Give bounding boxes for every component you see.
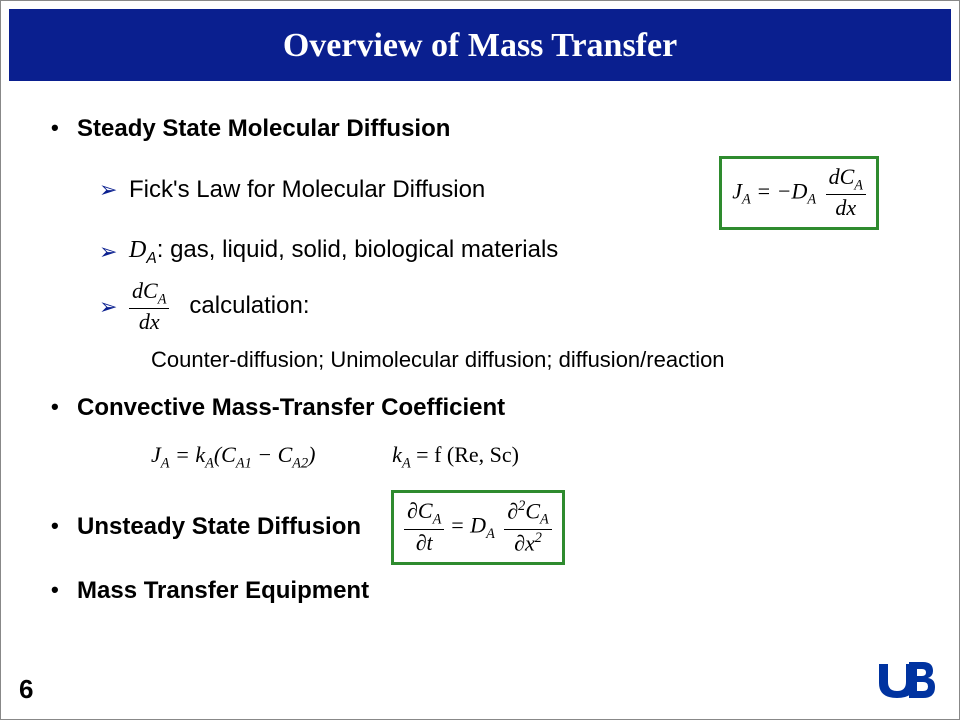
sub-bullet-ficks: ➢ Fick's Law for Molecular Diffusion xyxy=(99,170,709,211)
dcdx-fraction: dCA dx xyxy=(129,279,169,336)
dot-icon: • xyxy=(51,109,77,146)
calc-detail: Counter-diffusion; Unimolecular diffusio… xyxy=(151,341,919,378)
chevron-icon: ➢ xyxy=(99,288,129,325)
sub-bullet-da: ➢ DA: gas, liquid, solid, biological mat… xyxy=(99,230,919,272)
sub-bullet-text: DA: gas, liquid, solid, biological mater… xyxy=(129,230,558,272)
bullet-steady-state: • Steady State Molecular Diffusion xyxy=(51,109,919,150)
unsteady-equation: ∂CA ∂t = DA ∂2CA ∂x2 xyxy=(391,490,565,565)
chevron-icon: ➢ xyxy=(99,233,129,270)
slide-body: • Steady State Molecular Diffusion ➢ Fic… xyxy=(1,81,959,612)
sub-bullet-calc: ➢ dCA dx calculation: xyxy=(99,279,919,336)
bullet-unsteady: • Unsteady State Diffusion xyxy=(51,507,361,548)
bullet-text: Steady State Molecular Diffusion xyxy=(77,109,450,150)
sub-bullet-text: Fick's Law for Molecular Diffusion xyxy=(129,170,485,211)
ficks-law-equation: JA = −DA dCA dx xyxy=(719,156,879,231)
bullet-convective: • Convective Mass-Transfer Coefficient xyxy=(51,388,919,429)
conv-eq1: JA = kA(CA1 − CA2) xyxy=(151,436,316,476)
dot-icon: • xyxy=(51,388,77,425)
ub-logo xyxy=(873,660,937,705)
conv-eq2: kA = f (Re, Sc) xyxy=(392,436,519,476)
calc-label: calculation: xyxy=(189,286,309,327)
page-number: 6 xyxy=(19,674,33,705)
bullet-equipment: • Mass Transfer Equipment xyxy=(51,571,919,612)
bullet-text: Unsteady State Diffusion xyxy=(77,507,361,548)
chevron-icon: ➢ xyxy=(99,171,129,208)
convective-equations: JA = kA(CA1 − CA2) kA = f (Re, Sc) xyxy=(151,435,919,476)
dot-icon: • xyxy=(51,507,77,544)
bullet-text: Mass Transfer Equipment xyxy=(77,571,369,612)
dot-icon: • xyxy=(51,571,77,608)
bullet-text: Convective Mass-Transfer Coefficient xyxy=(77,388,505,429)
slide-title: Overview of Mass Transfer xyxy=(9,9,951,81)
